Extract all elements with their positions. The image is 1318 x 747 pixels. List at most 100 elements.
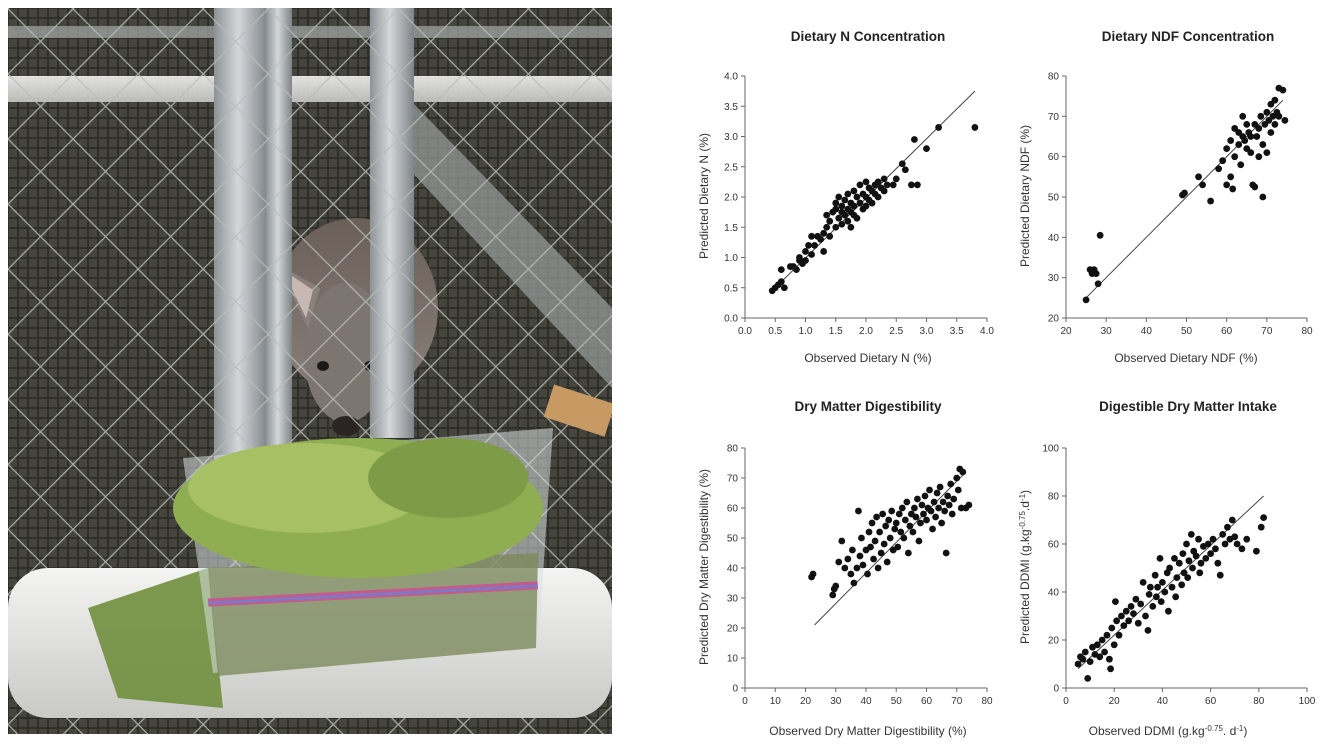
x-tick-label: 50 [891,696,903,707]
data-point [1275,112,1283,120]
data-point [926,486,933,494]
data-point [858,534,865,542]
data-point [780,284,788,292]
wallaby-photo [8,8,612,734]
data-point [904,549,912,557]
y-tick-label: 1.5 [724,223,738,234]
y-tick-label: 100 [1042,444,1059,455]
data-point [1259,141,1267,148]
data-point [1113,617,1121,625]
data-point [914,495,921,503]
data-point [1181,189,1188,197]
data-point [838,537,846,545]
data-point [832,199,840,207]
data-point [1281,116,1289,124]
y-tick-label: 80 [1048,492,1060,503]
data-point [1142,612,1149,620]
data-point [923,516,930,524]
data-point [1082,296,1090,304]
y-tick-label: 20 [727,624,739,635]
data-point [823,223,831,231]
x-tick-label: 100 [1299,696,1316,707]
data-point [1079,655,1087,663]
data-point [1271,121,1279,128]
data-point [898,504,906,512]
data-point [948,510,956,518]
y-tick-label: 0.0 [724,314,738,325]
data-point [867,543,874,551]
data-point [1096,653,1104,661]
x-axis-label: Observed Dietary N (%) [804,351,931,365]
data-point [844,217,852,225]
chart-title: Digestible Dry Matter Intake [1099,399,1277,414]
data-point [777,278,785,286]
y-tick-label: 0.5 [724,283,738,294]
x-tick-label: 80 [1301,326,1313,337]
data-point [903,498,911,506]
data-point [1107,665,1114,673]
data-point [1120,622,1128,629]
data-point [1279,86,1287,94]
wooden-stick [543,384,612,437]
y-tick-label: 80 [1048,72,1060,83]
data-point [868,199,876,207]
data-point [965,501,973,509]
data-point [853,564,861,572]
y-axis-label: Predicted DDMI (g.kg-0.75.d-1) [1018,490,1033,644]
x-tick-label: 60 [1221,326,1233,337]
y-tick-label: 3.5 [724,102,738,113]
data-point [1175,559,1183,567]
data-point [936,483,944,491]
data-point [892,519,900,527]
data-point [820,229,828,237]
data-point [901,166,909,174]
data-point [1263,108,1271,116]
regression-line [1085,99,1284,299]
data-point [832,205,840,213]
data-point [1101,648,1108,656]
data-point [811,242,818,249]
data-point [898,160,906,168]
y-tick-label: 60 [1048,540,1060,551]
data-point [1093,641,1101,649]
data-point [1130,610,1137,617]
data-point [1231,533,1239,541]
data-point [829,591,837,599]
data-point [826,232,834,240]
y-tick-label: 2.5 [724,162,738,173]
data-point [1204,540,1212,548]
data-point [892,175,900,183]
data-point [874,178,882,186]
data-point [1228,516,1236,524]
data-point [1096,231,1104,239]
data-point [930,498,938,506]
data-point [1184,574,1192,581]
data-point [1137,600,1145,608]
data-point [862,202,870,210]
data-point [1212,545,1219,553]
y-tick-label: 30 [727,594,739,605]
x-tick-label: 20 [1109,696,1121,707]
data-point [1092,270,1100,278]
data-point [805,242,812,249]
data-point [820,248,828,255]
y-tick-label: 40 [1048,233,1060,244]
data-point [1115,631,1123,639]
data-point [1255,125,1263,132]
y-tick-label: 20 [1048,636,1060,647]
data-point [932,513,939,521]
data-point [1209,535,1217,543]
data-point [1178,581,1186,589]
data-point [1074,660,1082,668]
x-tick-label: 50 [1181,326,1193,337]
data-point [929,525,936,533]
chart-dietary-ndf: Dietary NDF Concentration Observed Dieta… [1018,29,1313,365]
y-tick-label: 70 [1048,112,1060,123]
y-axis-label: Predicted Dry Matter Digestibility (%) [697,469,711,665]
data-point [880,540,888,548]
data-point [1171,555,1178,562]
data-point [853,214,861,222]
chart-title: Dietary NDF Concentration [1102,29,1275,44]
data-point [1179,550,1187,557]
data-point [874,193,882,201]
